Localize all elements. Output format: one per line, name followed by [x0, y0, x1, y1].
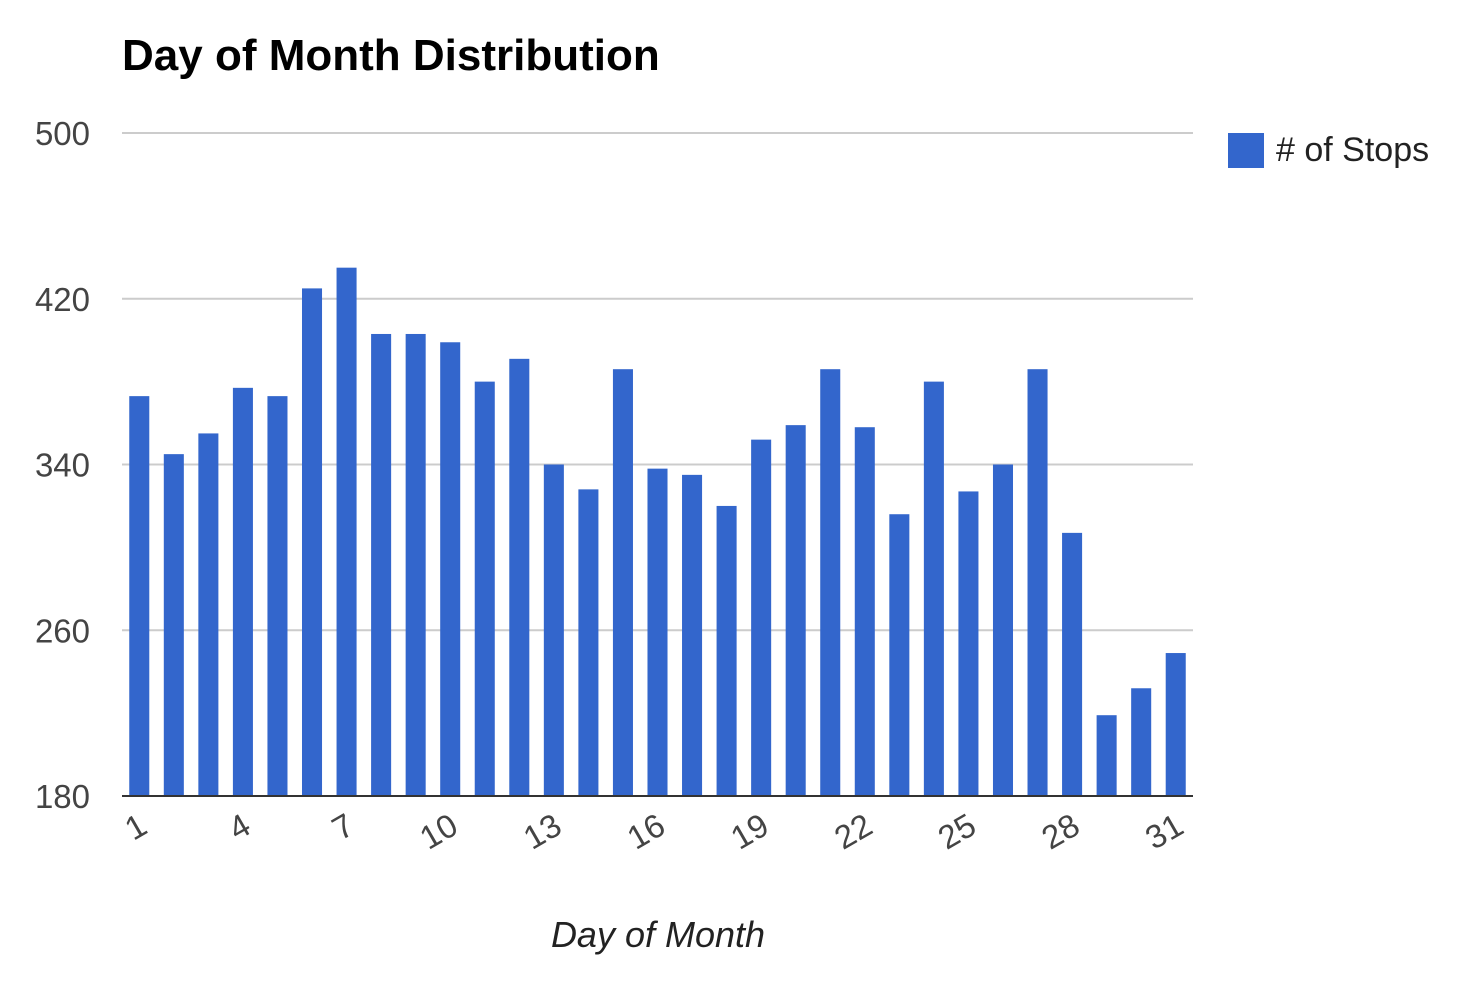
bar-day-3	[198, 433, 219, 796]
bar-day-12	[509, 358, 530, 796]
bar-day-6	[301, 288, 323, 796]
y-tick-label: 340	[35, 447, 90, 484]
legend-label-stops: # of Stops	[1276, 131, 1429, 169]
y-tick-label: 260	[35, 612, 90, 649]
bar-day-13	[543, 464, 564, 796]
y-axis-tick-labels: 180 260 340 420 500	[35, 115, 90, 815]
bar-day-20	[785, 425, 806, 796]
bar-day-4	[232, 387, 253, 796]
bar-day-11	[474, 381, 495, 796]
bar-day-10	[440, 342, 461, 796]
bar-day-2	[163, 454, 184, 796]
bar-day-30	[1131, 688, 1152, 796]
x-tick-label: 16	[621, 806, 671, 856]
bar-day-1	[129, 396, 150, 796]
legend-swatch	[1228, 133, 1264, 168]
bar-day-23	[889, 514, 910, 796]
y-tick-label: 180	[35, 778, 90, 815]
bar-day-14	[578, 489, 599, 796]
bar-day-18	[716, 505, 737, 796]
bar-day-27	[1027, 369, 1048, 796]
x-tick-label: 13	[517, 806, 567, 856]
bar-day-31	[1165, 653, 1186, 796]
bar-day-25	[958, 491, 979, 796]
y-tick-label: 500	[35, 115, 90, 152]
x-axis-title: Day of Month	[551, 914, 765, 955]
bar-day-8	[371, 333, 392, 796]
x-axis-tick-labels: 1 4 7 10 13 16 19 22 25 28 31	[118, 806, 1189, 856]
bar-day-7	[336, 267, 357, 796]
bar-day-24	[923, 381, 944, 796]
x-tick-label: 25	[932, 806, 982, 856]
x-tick-label: 7	[326, 806, 360, 847]
bar-day-28	[1062, 532, 1083, 796]
x-tick-label: 22	[828, 806, 878, 856]
bar-day-5	[267, 396, 288, 796]
bar-day-26	[992, 464, 1014, 796]
bar-day-22	[854, 427, 875, 796]
y-tick-label: 420	[35, 281, 90, 318]
x-tick-label: 31	[1139, 806, 1189, 856]
bar-day-16	[647, 468, 668, 796]
bars	[129, 267, 1186, 796]
x-tick-label: 28	[1035, 806, 1085, 856]
x-tick-label: 10	[413, 806, 463, 856]
bar-day-9	[405, 333, 426, 796]
x-tick-label: 4	[222, 806, 256, 847]
bar-day-17	[682, 474, 703, 796]
x-tick-label: 19	[724, 806, 774, 856]
x-tick-label: 1	[118, 806, 152, 847]
legend: # of Stops	[1228, 131, 1429, 169]
bar-day-21	[820, 369, 841, 796]
chart-title: Day of Month Distribution	[122, 31, 660, 80]
bar-day-19	[751, 439, 772, 796]
bar-day-15	[612, 369, 633, 796]
bar-day-29	[1096, 715, 1117, 796]
